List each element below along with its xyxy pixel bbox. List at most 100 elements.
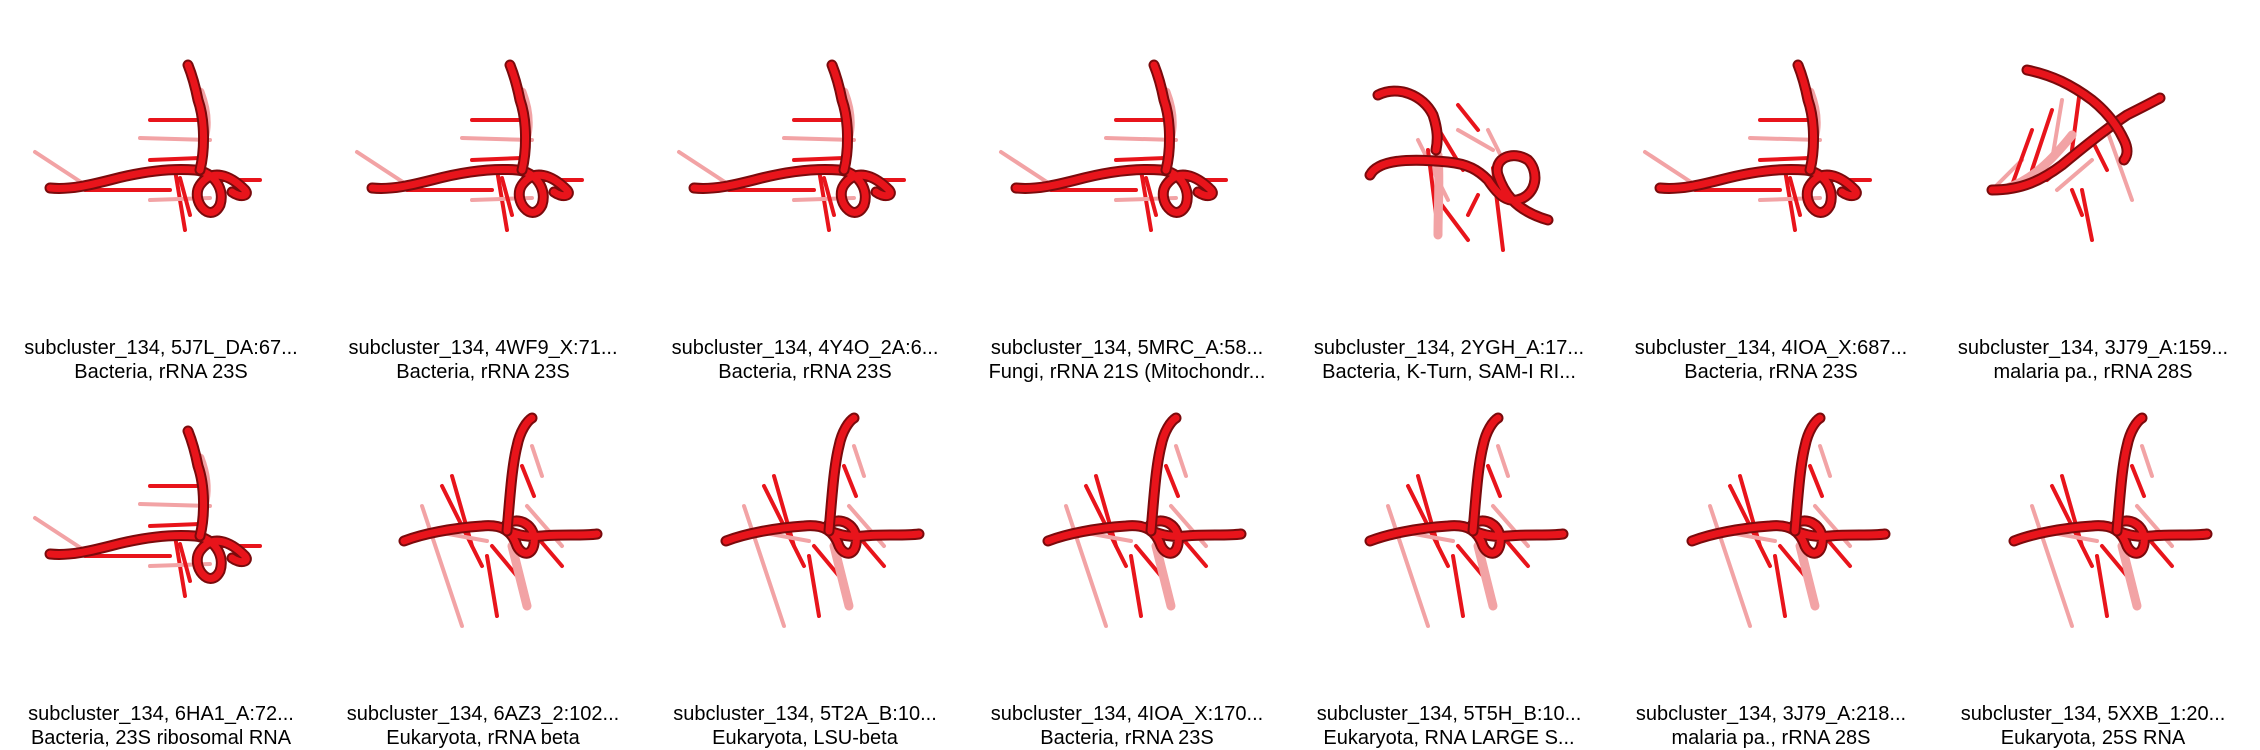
base-stick — [470, 156, 524, 162]
cluster-id-label: subcluster_134, 4IOA_X:170... — [990, 703, 1264, 725]
base-stick — [742, 504, 786, 628]
base-stick — [2140, 444, 2154, 478]
base-stick — [1144, 176, 1158, 217]
cluster-id-label: subcluster_134, 2YGH_A:17... — [1313, 337, 1585, 359]
base-stick — [2080, 188, 2094, 242]
structure-tile[interactable]: subcluster_134, 4Y4O_2A:6... Bacteria, rR… — [644, 20, 966, 383]
backbone-tube — [1656, 166, 1860, 216]
organism-rna-label: Bacteria, rRNA 23S — [396, 361, 570, 383]
structure-tile[interactable]: subcluster_134, 6AZ3_2:102... Eukaryota, … — [322, 386, 644, 749]
organism-rna-label: Bacteria, 23S ribosomal RNA — [30, 727, 292, 749]
rna-structure-image — [1042, 412, 1247, 628]
base-stick — [792, 156, 846, 162]
structure-tile[interactable]: subcluster_134, 5J7L_DA:67... Bacteria, r… — [0, 20, 322, 383]
base-stick — [1416, 474, 1440, 548]
rna-structure-image — [720, 412, 925, 628]
base-stick — [2060, 474, 2084, 548]
structure-tile[interactable]: subcluster_134, 4IOA_X:687... Bacteria, r… — [1610, 20, 1932, 383]
structure-tile[interactable]: subcluster_134, 4IOA_X:170... Bacteria, r… — [966, 386, 1288, 749]
backbone-tube — [184, 61, 208, 174]
base-stick — [1486, 464, 1502, 498]
rna-structure-image — [33, 59, 262, 232]
rna-cartoon-render — [1932, 20, 2254, 320]
base-stick — [2030, 504, 2074, 628]
rna-structure-image — [2008, 412, 2213, 628]
backbone-faded — [1151, 541, 1176, 611]
organism-rna-label: Eukaryota, 25S RNA — [2000, 727, 2186, 749]
backbone-faded — [829, 541, 854, 611]
backbone-faded — [1433, 150, 1444, 240]
base-stick — [1773, 554, 1787, 618]
cluster-id-label: subcluster_134, 4IOA_X:687... — [1634, 337, 1908, 359]
structure-tile[interactable]: subcluster_134, 3J79_A:218... malaria pa.… — [1610, 386, 1932, 749]
backbone-tube — [184, 427, 208, 540]
rna-cartoon-render — [966, 386, 1288, 686]
base-stick — [1808, 464, 1824, 498]
cluster-id-label: subcluster_134, 6HA1_A:72... — [28, 703, 294, 725]
rna-structure-image — [1986, 64, 2166, 242]
base-stick — [2055, 158, 2094, 192]
backbone-tube — [825, 414, 858, 535]
rna-cartoon-render — [644, 386, 966, 686]
base-stick — [1496, 444, 1510, 478]
backbone-tube — [722, 517, 923, 557]
rna-cartoon-render — [0, 386, 322, 686]
backbone-tube — [1366, 517, 1567, 557]
backbone-tube — [1366, 152, 1552, 224]
organism-rna-label: Bacteria, rRNA 23S — [1684, 361, 1858, 383]
base-stick — [148, 156, 202, 162]
base-stick — [1738, 474, 1762, 548]
backbone-tube — [503, 414, 536, 535]
base-stick — [772, 474, 796, 548]
backbone-tube — [1372, 85, 1443, 156]
backbone-tube — [828, 61, 852, 174]
rna-structure-image — [398, 412, 603, 628]
base-stick — [2030, 108, 2054, 172]
structure-tile[interactable]: subcluster_134, 2YGH_A:17... Bacteria, K-… — [1288, 20, 1610, 383]
rna-cartoon-render — [322, 386, 644, 686]
structure-tile[interactable]: subcluster_134, 5MRC_A:58... Fungi, rRNA … — [966, 20, 1288, 383]
organism-rna-label: Eukaryota, RNA LARGE S... — [1323, 727, 1575, 749]
base-stick — [1456, 103, 1480, 132]
backbone-tube — [2113, 414, 2146, 535]
base-stick — [2100, 544, 2129, 578]
organism-rna-label: malaria pa., rRNA 28S — [1993, 361, 2193, 383]
structure-tile[interactable]: subcluster_134, 5T5H_B:10... Eukaryota, R… — [1288, 386, 1610, 749]
backbone-tube — [1374, 87, 1441, 154]
base-stick — [2095, 554, 2109, 618]
base-stick — [178, 542, 192, 583]
rna-cartoon-render — [1932, 386, 2254, 686]
structure-tile[interactable]: subcluster_134, 4WF9_X:71... Bacteria, rR… — [322, 20, 644, 383]
backbone-tube — [690, 166, 894, 216]
base-stick — [1466, 193, 1480, 217]
rna-cartoon-render — [644, 20, 966, 320]
structure-tile[interactable]: subcluster_134, 3J79_A:159... malaria pa.… — [1932, 20, 2254, 383]
backbone-tube — [1469, 414, 1502, 535]
base-stick — [1064, 504, 1108, 628]
structure-tile[interactable]: subcluster_134, 5T2A_B:10... Eukaryota, L… — [644, 386, 966, 749]
base-stick — [1174, 444, 1188, 478]
cluster-id-label: subcluster_134, 5T2A_B:10... — [673, 703, 937, 725]
base-stick — [1456, 128, 1495, 152]
backbone-tube — [506, 61, 530, 174]
rna-structure-image — [1364, 85, 1554, 252]
base-stick — [852, 444, 866, 478]
rna-structure-image — [1686, 412, 1891, 628]
base-stick — [842, 464, 858, 498]
base-stick — [450, 474, 474, 548]
rna-structure-image — [999, 59, 1228, 232]
organism-rna-label: Bacteria, rRNA 23S — [74, 361, 248, 383]
rna-cartoon-render — [1610, 386, 1932, 686]
base-stick — [148, 522, 202, 528]
cluster-id-label: subcluster_134, 3J79_A:159... — [1957, 337, 2229, 359]
cluster-id-label: subcluster_134, 4WF9_X:71... — [348, 337, 618, 359]
backbone-tube — [46, 532, 250, 582]
base-stick — [2130, 464, 2146, 498]
backbone-tube — [400, 517, 601, 557]
cluster-id-label: subcluster_134, 6AZ3_2:102... — [346, 703, 620, 725]
structure-tile[interactable]: subcluster_134, 6HA1_A:72... Bacteria, 23… — [0, 386, 322, 749]
backbone-faded — [1473, 541, 1498, 611]
structure-tile[interactable]: subcluster_134, 5XXB_1:20... Eukaryota, 2… — [1932, 386, 2254, 749]
base-stick — [807, 554, 821, 618]
